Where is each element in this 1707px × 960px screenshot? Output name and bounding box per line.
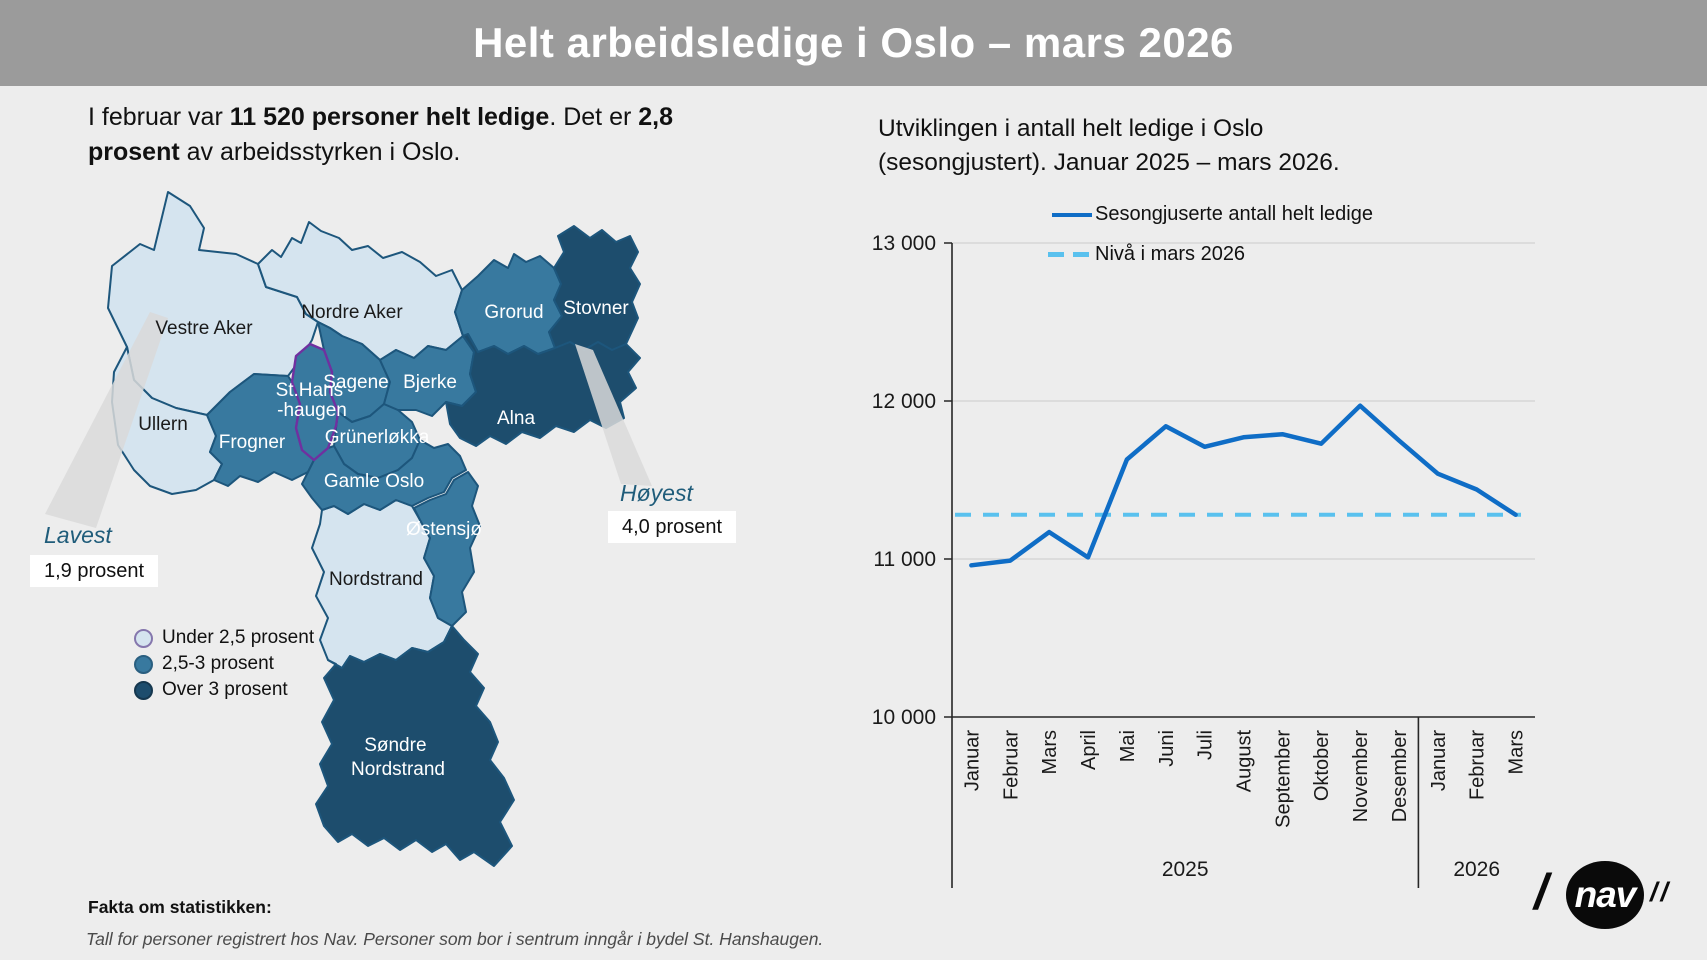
footer-heading: Fakta om statistikken: [88, 897, 272, 917]
map-legend: Under 2,5 prosent 2,5-3 prosent Over 3 p… [134, 625, 314, 703]
year-label: 2026 [1453, 858, 1500, 881]
x-axis-month-label: Oktober [1311, 730, 1333, 801]
lowest-value-badge: 1,9 prosent [30, 555, 159, 587]
intro-segment: . Det er [549, 103, 639, 131]
map-legend-label-mid: 2,5-3 prosent [162, 653, 274, 674]
map-legend-label-high: Over 3 prosent [162, 679, 288, 700]
chart-legend-series: Sesongjuserte antall helt ledige [1052, 203, 1373, 226]
series-line [969, 403, 1518, 568]
x-axis-month-label: Februar [1467, 730, 1489, 800]
x-axis-month-label: Mars [1506, 730, 1528, 774]
footer-note: Tall for personer registrert hos Nav. Pe… [86, 929, 824, 949]
district-label-vestre-aker: Vestre Aker [155, 318, 253, 339]
chart-legend-series-label: Sesongjuserte antall helt ledige [1095, 203, 1373, 225]
page-title: Helt arbeidsledige i Oslo – mars 2026 [473, 19, 1234, 66]
chart-legend-reference: Nivå i mars 2026 [1048, 243, 1245, 266]
solid-line-swatch [1052, 212, 1092, 217]
year-label: 2025 [1162, 858, 1209, 881]
x-axis-month-label: Desember [1389, 730, 1411, 823]
district-label-grunerlokka: Grünerløkka [325, 427, 430, 448]
dashed-line-swatch [1048, 252, 1064, 257]
x-axis-month-label: Januar [961, 730, 983, 791]
map-legend-label-low: Under 2,5 prosent [162, 627, 315, 648]
nav-logo-right-slashes: // [1650, 877, 1672, 907]
nav-logo-text: nav [1574, 874, 1637, 915]
highest-callout-wedge [575, 344, 652, 486]
district-label-alna: Alna [497, 408, 535, 429]
legend-dot-low [134, 628, 153, 648]
x-axis-month-label: Januar [1428, 730, 1450, 791]
map-legend-item-mid: 2,5-3 prosent [134, 651, 314, 677]
chart-legend-reference-label: Nivå i mars 2026 [1095, 243, 1246, 265]
highest-callout-title: Høyest [620, 480, 693, 506]
y-axis-tick-label: 10 000 [872, 706, 936, 729]
district-ostensjo [413, 471, 481, 627]
district-stovner [548, 225, 641, 351]
x-axis-month-label: August [1234, 730, 1256, 793]
y-axis-tick-label: 13 000 [872, 232, 936, 255]
intro-text: I februar var 11 520 personer helt ledig… [88, 100, 728, 170]
x-axis-month-label: Mars [1039, 730, 1061, 774]
district-label-gamle-oslo: Gamle Oslo [324, 471, 424, 492]
district-sondre-nordstrand [315, 625, 515, 867]
district-label-nordstrand: Nordstrand [329, 569, 423, 590]
intro-highlight: 11 520 personer helt ledige [229, 103, 550, 131]
chart-title-line-2: (sesongjustert). Januar 2025 – mars 2026… [878, 149, 1340, 176]
y-axis-tick-label: 12 000 [872, 390, 936, 413]
district-label-stovner: Stovner [563, 298, 629, 319]
x-axis-month-label: September [1272, 730, 1294, 828]
district-label-st-hanshaugen: St.Hans -haugen [276, 380, 349, 421]
x-axis-month-label: Februar [1000, 730, 1022, 800]
district-label-grorud: Grorud [484, 302, 543, 323]
district-label-ullern: Ullern [138, 414, 188, 435]
chart-title: Utviklingen i antall helt ledige i Oslo … [878, 112, 1340, 180]
map-legend-item-high: Over 3 prosent [134, 677, 314, 703]
map-legend-item-low: Under 2,5 prosent [134, 625, 314, 651]
district-label-sondre-nordstrand: Søndre Nordstrand [351, 735, 445, 780]
highest-value-badge: 4,0 prosent [608, 511, 737, 543]
district-label-ostensjo: Østensjø [406, 519, 482, 540]
intro-segment: I februar var [88, 103, 230, 131]
lowest-callout-wedge [45, 312, 168, 528]
unemployment-line-chart: 13 000 12 000 11 000 10 000 Januar Februar Mar… [872, 232, 1535, 888]
x-axis-month-label: November [1350, 730, 1372, 823]
legend-dot-high [134, 680, 153, 700]
intro-highlight: 2,8 prosent [88, 103, 674, 166]
district-label-frogner: Frogner [219, 432, 286, 453]
x-axis-month-label: Juni [1156, 730, 1178, 767]
y-axis-tick-label: 11 000 [873, 548, 936, 571]
x-axis-month-label: April [1078, 730, 1100, 770]
nav-logo-left-slash: / [1534, 864, 1548, 920]
district-gamle-oslo [301, 439, 467, 515]
legend-dot-mid [134, 654, 153, 674]
lowest-callout-title: Lavest [44, 522, 112, 548]
x-axis-month-label: Mai [1117, 730, 1139, 762]
nav-logo: / nav // [1528, 855, 1698, 940]
district-label-bjerke: Bjerke [403, 372, 457, 393]
dashed-line-swatch [1073, 252, 1089, 257]
intro-segment: av arbeidsstyrken i Oslo. [179, 138, 461, 166]
district-label-nordre-aker: Nordre Aker [301, 302, 403, 323]
oslo-district-map: Vestre Aker Nordre Aker Ullern Frogner S… [45, 191, 652, 867]
chart-title-line-1: Utviklingen i antall helt ledige i Oslo [878, 115, 1264, 142]
nav-logo-ellipse: nav [1566, 861, 1644, 929]
header-bar: Helt arbeidsledige i Oslo – mars 2026 [0, 0, 1707, 86]
district-st-hanshaugen [290, 342, 340, 462]
x-axis-month-label: Juli [1195, 730, 1217, 760]
district-frogner [206, 373, 315, 487]
district-label-sagene: Sagene [323, 372, 389, 393]
